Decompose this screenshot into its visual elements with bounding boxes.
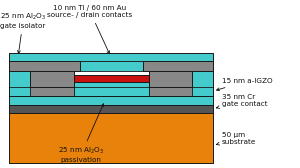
Bar <box>9 61 80 71</box>
Bar <box>74 82 148 96</box>
Bar <box>74 75 148 82</box>
Bar <box>9 61 80 71</box>
Bar <box>9 105 213 113</box>
Bar <box>80 61 142 71</box>
Bar <box>9 96 213 105</box>
Text: 35 nm Cr
gate contact: 35 nm Cr gate contact <box>216 94 268 109</box>
Bar <box>9 96 213 105</box>
Bar <box>9 53 213 96</box>
Bar <box>148 71 192 87</box>
Bar <box>9 87 213 96</box>
Bar <box>192 71 213 96</box>
Bar <box>142 61 213 71</box>
Bar <box>30 71 74 87</box>
Bar <box>74 75 148 82</box>
Text: 10 nm Ti / 60 nm Au
source- / drain contacts: 10 nm Ti / 60 nm Au source- / drain cont… <box>47 5 133 54</box>
Text: 25 nm Al$_2$O$_3$
passivation: 25 nm Al$_2$O$_3$ passivation <box>58 104 104 163</box>
Bar <box>9 113 213 163</box>
Bar <box>142 61 213 71</box>
Bar <box>148 71 192 87</box>
Bar <box>9 113 213 163</box>
Bar <box>30 71 74 87</box>
Bar <box>9 53 213 61</box>
Text: 25 nm Al$_2$O$_3$
gate isolator: 25 nm Al$_2$O$_3$ gate isolator <box>0 12 46 53</box>
Text: 50 μm
substrate: 50 μm substrate <box>216 132 256 145</box>
Text: 15 nm a-IGZO: 15 nm a-IGZO <box>217 78 273 91</box>
Bar <box>9 71 30 96</box>
Bar <box>9 105 213 113</box>
Bar <box>9 87 213 96</box>
